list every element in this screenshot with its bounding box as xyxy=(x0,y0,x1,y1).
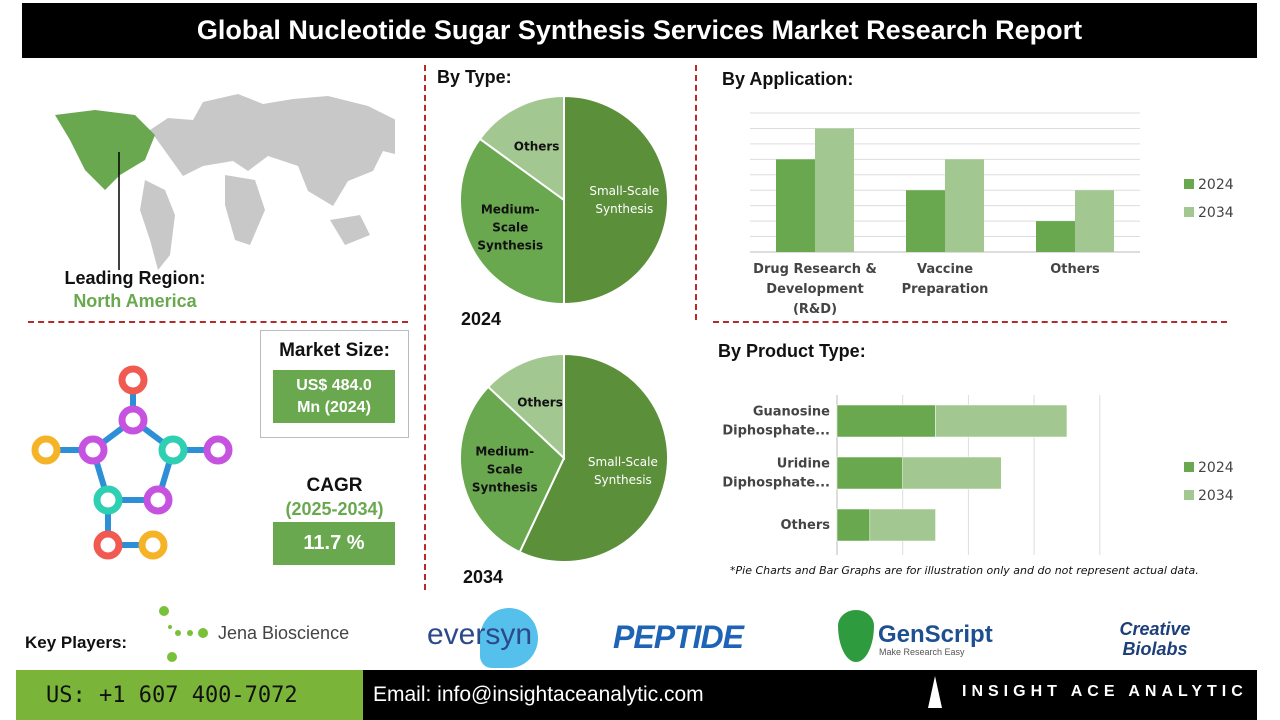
bar-others-2024 xyxy=(836,508,871,542)
market-size-label: Market Size: xyxy=(279,340,390,361)
bar-drug-research-development-r-d-2024 xyxy=(776,159,815,252)
by-application-title: By Application: xyxy=(722,69,854,89)
pie-label: Synthesis xyxy=(595,202,653,216)
legend-label-2024: 2024 xyxy=(1198,460,1234,476)
divider xyxy=(695,65,697,320)
logo-jena-bioscience: Jena Bioscience xyxy=(158,605,358,665)
product-type-bar-chart: Guanosine Diphosphate... Uridine Diphosphat… xyxy=(722,395,1234,555)
footer-email[interactable]: Email: info@insightaceanalytic.com xyxy=(373,683,704,706)
logo-peptide: PEPTIDE xyxy=(613,619,744,655)
pie-label: Synthesis xyxy=(472,480,538,494)
pie-label: Synthesis xyxy=(477,238,543,252)
bar-vaccine-preparation-2034 xyxy=(945,159,984,252)
pie-chart-2034: Small-Scale Synthesis Medium- Scale Synthesi… xyxy=(459,352,669,563)
application-bar-chart: Drug Research & Development (R&D) Vaccine Pr… xyxy=(750,112,1234,317)
page-title: Global Nucleotide Sugar Synthesis Servic… xyxy=(22,3,1257,58)
pie-chart-2024: Small-Scale Synthesis Medium- Scale Synthesi… xyxy=(459,94,669,306)
category-label: Preparation xyxy=(902,282,989,297)
category-label: Diphosphate... xyxy=(722,476,830,491)
pie-slice-others xyxy=(478,94,565,202)
pie-label: Others xyxy=(514,139,560,153)
pie-slice-others xyxy=(486,352,565,461)
pie-year-2024: 2024 xyxy=(461,309,502,329)
logo-genscript: GenScript Make Research Easy xyxy=(838,605,1008,665)
pie-label: Synthesis xyxy=(594,473,652,487)
legend-swatch-2034 xyxy=(1184,490,1194,500)
footer-brand: INSIGHT ACE ANALYTIC xyxy=(962,683,1248,700)
legend-label-2024: 2024 xyxy=(1198,177,1234,193)
molecule-icon xyxy=(31,365,233,560)
legend-swatch-2024 xyxy=(1184,462,1194,472)
logo-eversyn: eversyn xyxy=(425,605,545,668)
pie-slice-small-scale-synthesis xyxy=(563,94,669,306)
bar-others-2034 xyxy=(869,508,936,542)
pie-label: Medium- xyxy=(475,444,534,458)
bar-others-2024 xyxy=(1036,221,1075,252)
market-size-value: US$ 484.0 Mn (2024) xyxy=(273,370,395,423)
disclaimer-note: *Pie Charts and Bar Graphs are for illus… xyxy=(730,564,1199,577)
by-product-type-title: By Product Type: xyxy=(718,341,866,361)
pie-label: Small-Scale xyxy=(588,455,658,469)
pie-label: Medium- xyxy=(481,202,540,216)
pie-year-2034: 2034 xyxy=(463,567,504,587)
bar-others-2034 xyxy=(1075,190,1114,252)
logo-creative-biolabs: Creative Biolabs xyxy=(1119,619,1191,659)
market-size-unit: Mn (2024) xyxy=(297,398,371,416)
bar-uridine-diphosphate-2024 xyxy=(836,456,903,490)
legend-label-2034: 2034 xyxy=(1198,205,1234,221)
pie-label: Scale xyxy=(487,462,523,476)
category-label: (R&D) xyxy=(793,302,837,317)
pie-label: Small-Scale xyxy=(589,184,659,198)
category-label: Uridine xyxy=(777,457,830,472)
category-label: Others xyxy=(781,518,831,533)
legend-swatch-2034 xyxy=(1184,207,1194,217)
pie-label: Others xyxy=(517,396,563,410)
leading-region-label: Leading Region: xyxy=(64,268,206,288)
bar-vaccine-preparation-2024 xyxy=(906,190,945,252)
pie-slice-medium-scale-synthesis xyxy=(459,385,566,554)
category-label: Development xyxy=(766,282,863,297)
world-map xyxy=(55,94,395,270)
legend-swatch-2024 xyxy=(1184,179,1194,189)
bar-guanosine-diphosphate-2034 xyxy=(935,404,1068,438)
category-label: Vaccine xyxy=(917,262,973,277)
pie-slice-medium-scale-synthesis xyxy=(459,137,565,306)
market-size-amount: US$ 484.0 xyxy=(296,376,372,394)
leading-region-value: North America xyxy=(73,291,197,311)
bar-guanosine-diphosphate-2024 xyxy=(836,404,936,438)
pie-label: Scale xyxy=(492,220,528,234)
cagr-label: CAGR xyxy=(306,475,363,496)
category-label: Others xyxy=(1050,262,1100,277)
by-type-title: By Type: xyxy=(437,67,512,87)
divider xyxy=(424,65,426,590)
bar-uridine-diphosphate-2034 xyxy=(902,456,1002,490)
bar-drug-research-development-r-d-2034 xyxy=(815,128,854,252)
pie-slice-small-scale-synthesis xyxy=(518,352,669,563)
divider xyxy=(28,321,408,323)
category-label: Guanosine xyxy=(753,405,830,420)
key-players-label: Key Players: xyxy=(25,633,128,652)
cagr-period: (2025-2034) xyxy=(285,499,384,519)
footer-phone[interactable]: US: +1 607 400-7072 xyxy=(16,670,363,720)
legend-label-2034: 2034 xyxy=(1198,488,1234,504)
category-label: Drug Research & xyxy=(753,262,877,277)
market-size-card xyxy=(260,330,409,438)
divider xyxy=(713,321,1227,323)
cagr-value: 11.7 % xyxy=(273,522,395,565)
category-label: Diphosphate... xyxy=(722,424,830,439)
